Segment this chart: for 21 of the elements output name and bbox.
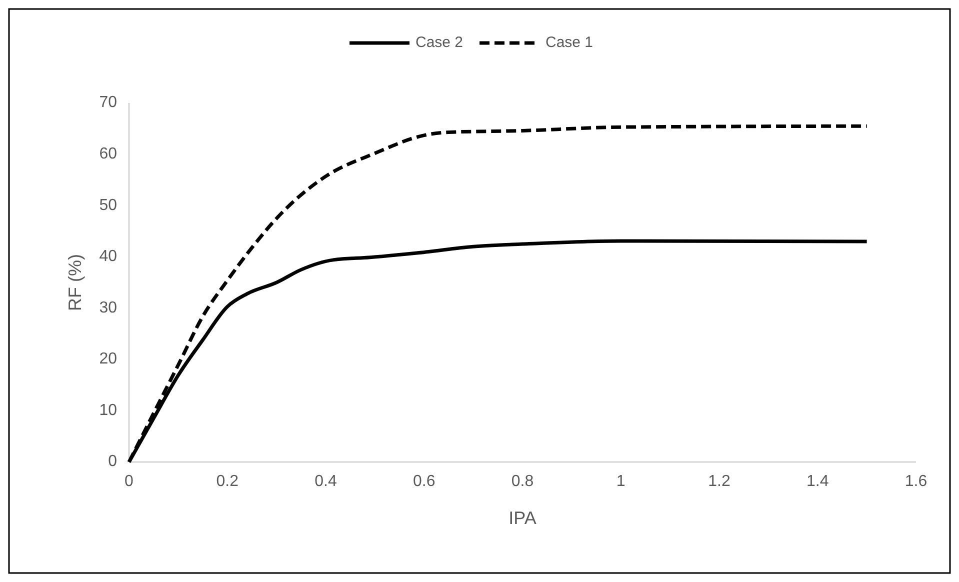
y-axis-title: RF (%) — [65, 254, 85, 311]
y-tick-label: 10 — [99, 402, 118, 419]
y-tick-label: 50 — [99, 196, 118, 214]
legend-label: Case 1 — [546, 34, 594, 51]
x-tick-label: 0.4 — [314, 473, 337, 490]
y-tick-label: 60 — [99, 146, 118, 163]
legend-label: Case 2 — [416, 34, 464, 51]
x-tick-label: 0.2 — [216, 473, 239, 490]
y-tick-label: 0 — [108, 453, 118, 470]
x-axis-title: IPA — [508, 508, 536, 528]
y-tick-label: 70 — [99, 94, 118, 112]
x-tick-label: 1.6 — [904, 473, 928, 490]
x-tick-label: 0.6 — [413, 473, 436, 490]
x-tick-label: 1 — [616, 473, 626, 490]
y-tick-label: 30 — [99, 299, 118, 316]
x-tick-label: 1.4 — [806, 473, 829, 490]
y-tick-label: 40 — [99, 248, 118, 266]
x-tick-label: 1.2 — [708, 473, 730, 490]
x-tick-label: 0.8 — [511, 473, 534, 490]
y-tick-label: 20 — [99, 350, 118, 368]
x-tick-label: 0 — [124, 473, 134, 490]
